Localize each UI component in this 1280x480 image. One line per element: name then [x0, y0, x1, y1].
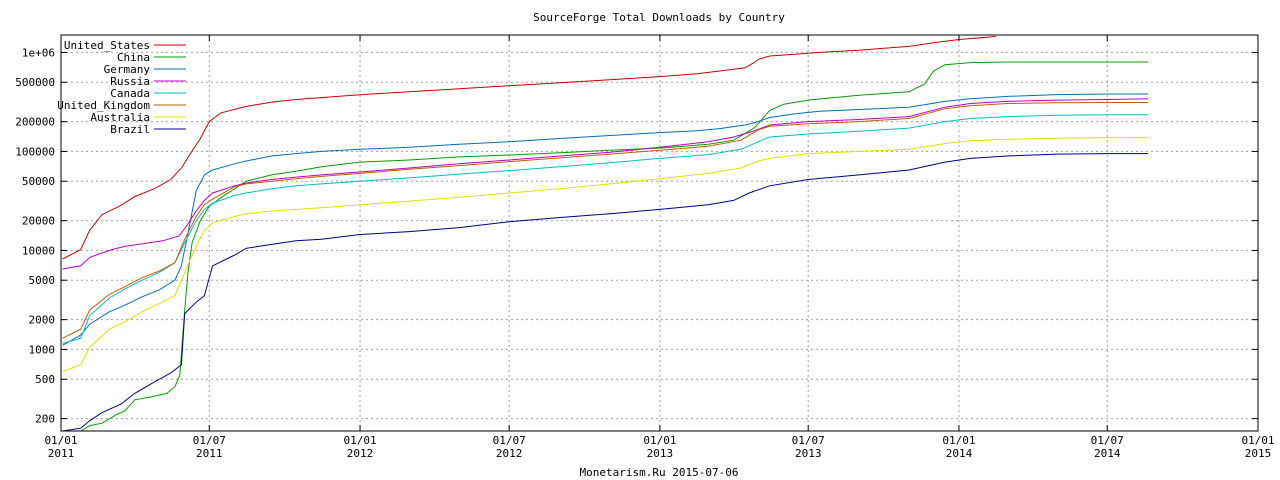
series-line-russia	[62, 98, 1149, 270]
x-tick-label: 01/07	[193, 434, 226, 447]
legend-label: United_Kingdom	[57, 99, 150, 112]
x-tick-label: 01/01	[1241, 434, 1274, 447]
x-tick-year-label: 2011	[48, 447, 75, 460]
y-tick-label: 500000	[15, 76, 55, 89]
chart-footer: Monetarism.Ru 2015-07-06	[580, 466, 739, 479]
series-lines	[62, 36, 1149, 431]
legend-label: Russia	[110, 75, 150, 88]
series-line-australia	[62, 137, 1149, 372]
x-tick-label: 01/07	[792, 434, 825, 447]
x-tick-label: 01/07	[1091, 434, 1124, 447]
x-tick-label: 01/01	[44, 434, 77, 447]
x-tick-year-label: 2012	[496, 447, 523, 460]
y-tick-label: 2000	[29, 314, 56, 327]
series-line-germany	[62, 93, 1149, 346]
series-line-brazil	[62, 153, 1149, 431]
y-tick-label: 50000	[22, 175, 55, 188]
y-axis: 200 500 1000 2000 5000 10000 20000 50000 100000 2…	[15, 46, 1258, 426]
x-tick-year-label: 2015	[1245, 447, 1272, 460]
legend-label: Germany	[104, 63, 151, 76]
y-tick-label: 5000	[29, 274, 56, 287]
y-tick-label: 100000	[15, 145, 55, 158]
y-tick-label: 200000	[15, 116, 55, 129]
y-tick-label: 10000	[22, 244, 55, 257]
y-tick-label: 1000	[29, 343, 56, 356]
legend-label: Australia	[90, 111, 150, 124]
y-tick-label: 500	[35, 373, 55, 386]
x-tick-label: 01/01	[343, 434, 376, 447]
x-tick-year-label: 2013	[647, 447, 674, 460]
legend-label: Canada	[110, 87, 150, 100]
legend-label: Brazil	[110, 123, 150, 136]
legend-label: United_States	[64, 39, 150, 52]
x-tick-label: 01/01	[643, 434, 676, 447]
x-tick-year-label: 2013	[795, 447, 822, 460]
series-line-united-kingdom	[62, 102, 1149, 339]
x-tick-year-label: 2011	[196, 447, 223, 460]
x-axis: 01/01201101/07201101/01201201/07201201/0…	[44, 35, 1275, 460]
x-tick-year-label: 2012	[347, 447, 374, 460]
y-tick-label: 20000	[22, 215, 55, 228]
chart-title: SourceForge Total Downloads by Country	[533, 11, 785, 24]
y-tick-label: 200	[35, 413, 55, 426]
x-tick-year-label: 2014	[946, 447, 973, 460]
x-tick-label: 01/01	[942, 434, 975, 447]
series-line-canada	[62, 114, 1149, 344]
legend: United_StatesChinaGermanyRussiaCanadaUni…	[57, 39, 186, 136]
series-line-china	[62, 61, 1149, 431]
series-line-united-states	[62, 36, 996, 260]
x-tick-year-label: 2014	[1094, 447, 1121, 460]
y-tick-label: 1e+06	[22, 46, 55, 59]
x-tick-label: 01/07	[493, 434, 526, 447]
legend-label: China	[117, 51, 150, 64]
